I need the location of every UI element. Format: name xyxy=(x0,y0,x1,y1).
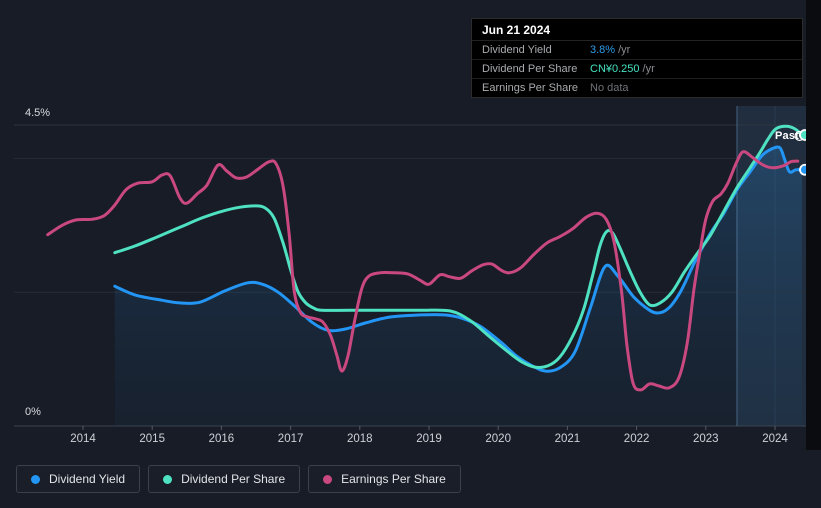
area-dividend-yield xyxy=(114,146,803,426)
y-axis-top-label: 4.5% xyxy=(25,107,51,119)
x-axis-label-2014: 2014 xyxy=(70,433,96,445)
tooltip-label: Earnings Per Share xyxy=(482,82,578,94)
legend-label: Dividend Per Share xyxy=(181,472,286,486)
tooltip-row-dividend-per-share: Dividend Per Share CN¥0.250 /yr xyxy=(472,60,802,79)
x-axis-label-2021: 2021 xyxy=(554,433,581,445)
chart-tooltip: Jun 21 2024 Dividend Yield 3.8% /yr Divi… xyxy=(471,18,803,98)
tooltip-row-earnings-per-share: Earnings Per Share No data xyxy=(472,79,802,97)
dividend-yield-dot-icon xyxy=(31,474,40,484)
x-axis-label-2022: 2022 xyxy=(623,433,650,445)
line-earnings-per-share xyxy=(46,150,800,392)
x-axis-label-2024: 2024 xyxy=(762,433,788,445)
x-axis-label-2019: 2019 xyxy=(416,433,442,445)
x-axis-label-2016: 2016 xyxy=(208,433,235,445)
line-dividend-per-share xyxy=(113,124,804,369)
x-axis-label-2023: 2023 xyxy=(693,433,719,445)
x-axis-label-2020: 2020 xyxy=(485,433,511,445)
tooltip-suffix: /yr xyxy=(642,63,655,75)
tooltip-value: No data xyxy=(590,82,629,94)
legend-label: Earnings Per Share xyxy=(341,472,446,486)
tooltip-label: Dividend Yield xyxy=(482,44,552,56)
earnings-per-share-dot-icon xyxy=(323,474,333,484)
legend-chip-dividend-per-share[interactable]: Dividend Per Share xyxy=(148,465,301,493)
tooltip-label: Dividend Per Share xyxy=(482,63,578,75)
tooltip-value: CN¥0.250 xyxy=(590,63,640,75)
x-axis-label-2018: 2018 xyxy=(347,433,373,445)
chart-legend: Dividend Yield Dividend Per Share Earnin… xyxy=(16,465,461,493)
y-axis-bottom-label: 0% xyxy=(25,406,41,418)
tooltip-date: Jun 21 2024 xyxy=(472,19,802,41)
dividend-per-share-dot-icon xyxy=(163,474,173,484)
past-region-label: Past xyxy=(775,130,799,142)
legend-chip-dividend-yield[interactable]: Dividend Yield xyxy=(16,465,141,493)
tooltip-value: 3.8% xyxy=(590,44,616,56)
tooltip-suffix: /yr xyxy=(618,44,631,56)
tooltip-row-dividend-yield: Dividend Yield 3.8% /yr xyxy=(472,41,802,60)
x-axis-label-2015: 2015 xyxy=(139,433,165,445)
right-crop-mask xyxy=(806,0,821,450)
legend-chip-earnings-per-share[interactable]: Earnings Per Share xyxy=(308,465,461,493)
x-axis-label-2017: 2017 xyxy=(277,433,304,445)
line-dividend-yield xyxy=(113,145,804,373)
legend-label: Dividend Yield xyxy=(49,472,126,486)
dividend-chart-canvas[interactable] xyxy=(0,0,821,452)
past-label-text: Past xyxy=(775,130,800,142)
